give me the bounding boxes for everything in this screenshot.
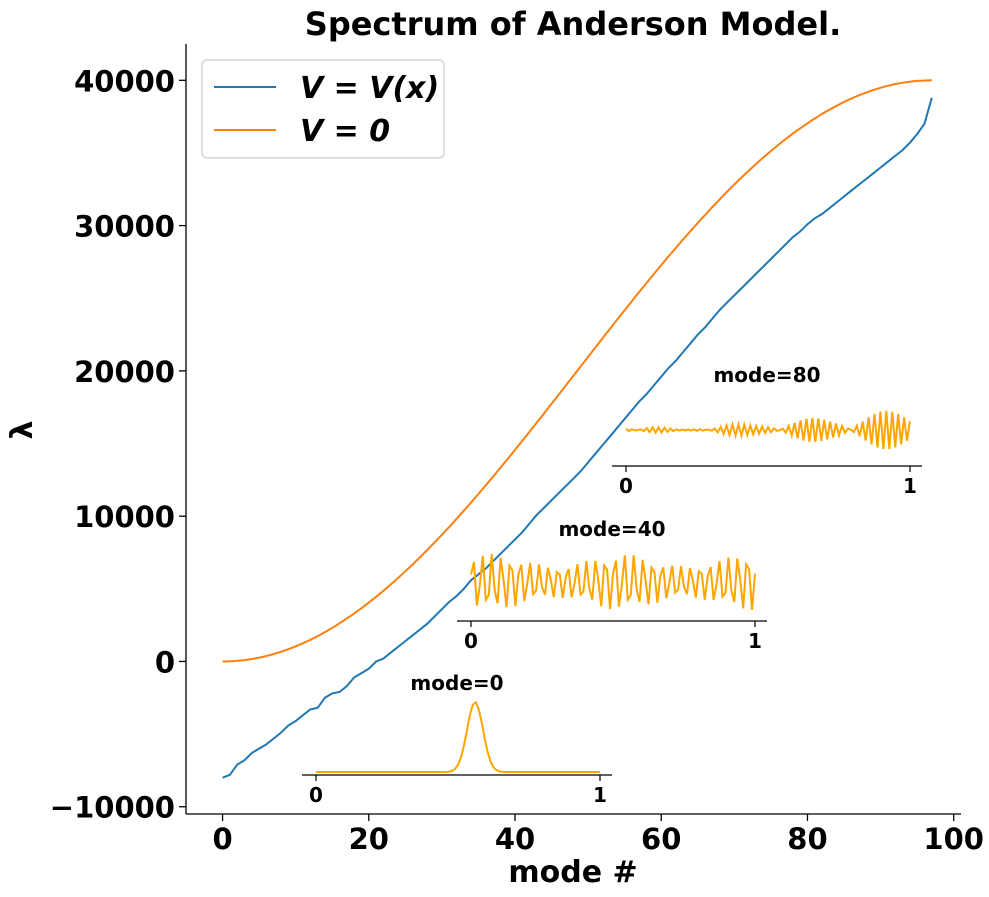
inset-tick-0-mode-0: 0	[309, 783, 323, 807]
legend-label-v-zero: V = 0	[300, 114, 390, 149]
y-ticks: −10000 0 10000 20000 30000 40000	[50, 64, 186, 825]
x-ticks: 0 20 40 60 80 100	[212, 814, 984, 856]
chart-title: Spectrum of Anderson Model.	[305, 5, 841, 43]
y-axis-label: λ	[5, 420, 40, 439]
inset-line-mode-80	[625, 410, 911, 450]
y-tick-label: 40000	[74, 64, 175, 98]
y-tick-label: 0	[155, 645, 175, 679]
inset-mode-40: mode=40 0 1	[457, 517, 767, 653]
inset-tick-1-mode-0: 1	[593, 783, 607, 807]
y-tick-label: 10000	[74, 500, 175, 534]
x-tick-label: 80	[787, 822, 827, 856]
x-tick-label: 60	[641, 822, 681, 856]
inset-tick-0-mode-80: 0	[619, 474, 633, 498]
series-line-v-zero	[222, 79, 932, 663]
inset-mode-0: mode=0 0 1	[302, 671, 612, 807]
x-tick-label: 20	[349, 822, 389, 856]
inset-line-mode-0	[316, 700, 600, 773]
y-tick-label: 30000	[74, 210, 175, 244]
inset-line-mode-40	[470, 554, 756, 610]
y-tick-label: 20000	[74, 355, 175, 389]
legend-frame	[201, 59, 445, 159]
inset-tick-1-mode-40: 1	[748, 629, 762, 653]
inset-tick-1-mode-80: 1	[903, 474, 917, 498]
x-axis-label: mode #	[508, 855, 637, 890]
inset-tick-0-mode-40: 0	[464, 629, 478, 653]
x-tick-label: 40	[495, 822, 535, 856]
legend: V = V(x) V = 0	[201, 59, 445, 159]
inset-mode-80: mode=80 0 1	[612, 363, 922, 498]
inset-title-mode-40: mode=40	[558, 517, 665, 541]
legend-label-v-of-x: V = V(x)	[300, 71, 439, 106]
inset-title-mode-0: mode=0	[410, 671, 503, 695]
x-tick-label: 100	[923, 822, 984, 856]
y-tick-label: −10000	[50, 791, 175, 825]
inset-title-mode-80: mode=80	[713, 363, 820, 387]
x-tick-label: 0	[212, 822, 232, 856]
series-line-v-of-x	[222, 97, 933, 779]
